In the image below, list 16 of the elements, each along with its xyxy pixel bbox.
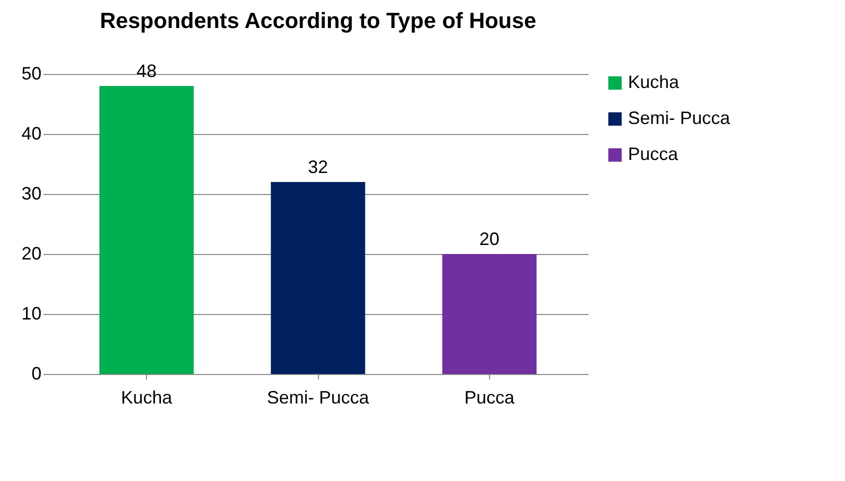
y-tick-label: 20	[21, 244, 42, 264]
y-tick-label: 40	[21, 124, 42, 144]
legend-label: Pucca	[628, 144, 680, 164]
legend-label: Semi- Pucca	[628, 108, 732, 128]
x-tick-label: Semi- Pucca	[266, 388, 370, 408]
y-tick-label: 50	[21, 64, 42, 84]
x-tick-label: Pucca	[464, 388, 516, 408]
data-label: 48	[136, 61, 157, 81]
legend-label: Kucha	[628, 72, 680, 92]
data-label: 32	[308, 157, 328, 177]
chart-title: Respondents According to Type of House	[100, 8, 536, 33]
y-tick-label: 30	[21, 184, 42, 204]
y-tick-label: 0	[31, 364, 42, 384]
y-tick-label: 10	[21, 304, 42, 324]
data-label: 20	[479, 229, 500, 249]
x-tick-label: Kucha	[121, 388, 174, 408]
